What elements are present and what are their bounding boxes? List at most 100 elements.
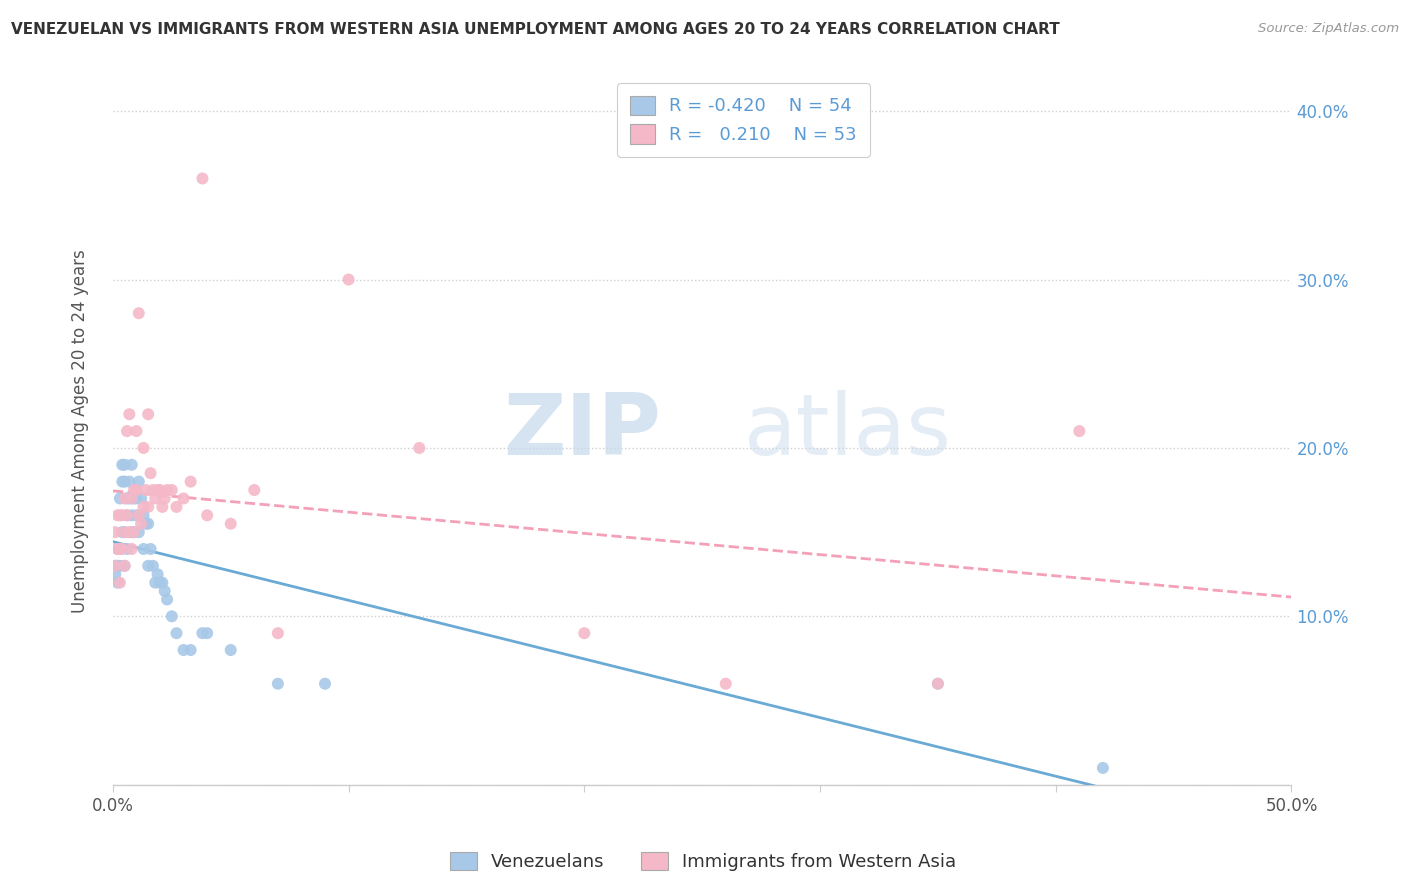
- Point: [219, 516, 242, 531]
- Point: [149, 575, 172, 590]
- Point: [143, 491, 166, 506]
- Point: [108, 541, 131, 556]
- Point: [108, 558, 131, 573]
- Point: [125, 491, 148, 506]
- Point: [111, 525, 134, 540]
- Point: [180, 643, 202, 657]
- Point: [129, 491, 152, 506]
- Point: [156, 592, 179, 607]
- Point: [149, 483, 172, 497]
- Point: [1091, 761, 1114, 775]
- Point: [160, 483, 183, 497]
- Point: [115, 424, 138, 438]
- Point: [156, 483, 179, 497]
- Point: [314, 676, 336, 690]
- Point: [121, 508, 143, 523]
- Point: [121, 525, 143, 540]
- Y-axis label: Unemployment Among Ages 20 to 24 years: Unemployment Among Ages 20 to 24 years: [72, 249, 89, 613]
- Point: [122, 491, 145, 506]
- Point: [111, 541, 134, 556]
- Point: [111, 508, 134, 523]
- Point: [135, 516, 157, 531]
- Point: [104, 558, 127, 573]
- Point: [118, 491, 141, 506]
- Point: [128, 475, 150, 489]
- Point: [114, 491, 136, 506]
- Point: [153, 584, 176, 599]
- Point: [139, 466, 162, 480]
- Point: [115, 541, 138, 556]
- Point: [142, 483, 165, 497]
- Text: ZIP: ZIP: [503, 390, 661, 473]
- Point: [191, 171, 214, 186]
- Point: [180, 475, 202, 489]
- Point: [132, 441, 155, 455]
- Point: [115, 491, 138, 506]
- Point: [121, 491, 143, 506]
- Point: [108, 508, 131, 523]
- Point: [408, 441, 430, 455]
- Point: [114, 475, 136, 489]
- Point: [166, 626, 188, 640]
- Point: [114, 558, 136, 573]
- Point: [191, 626, 214, 640]
- Legend: Venezuelans, Immigrants from Western Asia: Venezuelans, Immigrants from Western Asi…: [443, 845, 963, 879]
- Point: [150, 500, 173, 514]
- Point: [195, 508, 218, 523]
- Point: [114, 525, 136, 540]
- Point: [104, 525, 127, 540]
- Point: [125, 483, 148, 497]
- Point: [121, 458, 143, 472]
- Point: [243, 483, 266, 497]
- Point: [107, 541, 129, 556]
- Point: [146, 567, 169, 582]
- Point: [108, 541, 131, 556]
- Point: [118, 525, 141, 540]
- Point: [122, 525, 145, 540]
- Point: [714, 676, 737, 690]
- Point: [142, 558, 165, 573]
- Point: [121, 541, 143, 556]
- Text: atlas: atlas: [744, 390, 952, 473]
- Point: [107, 558, 129, 573]
- Point: [122, 525, 145, 540]
- Point: [173, 491, 195, 506]
- Point: [195, 626, 218, 640]
- Text: VENEZUELAN VS IMMIGRANTS FROM WESTERN ASIA UNEMPLOYMENT AMONG AGES 20 TO 24 YEAR: VENEZUELAN VS IMMIGRANTS FROM WESTERN AS…: [11, 22, 1060, 37]
- Point: [132, 541, 155, 556]
- Point: [111, 458, 134, 472]
- Point: [136, 516, 159, 531]
- Point: [115, 508, 138, 523]
- Point: [143, 575, 166, 590]
- Point: [114, 525, 136, 540]
- Point: [166, 500, 188, 514]
- Text: Source: ZipAtlas.com: Source: ZipAtlas.com: [1258, 22, 1399, 36]
- Point: [125, 508, 148, 523]
- Point: [128, 508, 150, 523]
- Point: [129, 516, 152, 531]
- Point: [139, 541, 162, 556]
- Point: [115, 508, 138, 523]
- Point: [132, 508, 155, 523]
- Point: [118, 407, 141, 421]
- Point: [160, 609, 183, 624]
- Point: [114, 558, 136, 573]
- Point: [104, 558, 127, 573]
- Point: [1069, 424, 1091, 438]
- Point: [107, 508, 129, 523]
- Point: [107, 541, 129, 556]
- Point: [136, 558, 159, 573]
- Point: [114, 458, 136, 472]
- Point: [574, 626, 596, 640]
- Point: [135, 483, 157, 497]
- Point: [146, 483, 169, 497]
- Point: [132, 500, 155, 514]
- Point: [337, 272, 360, 286]
- Point: [107, 575, 129, 590]
- Point: [136, 500, 159, 514]
- Point: [104, 567, 127, 582]
- Point: [173, 643, 195, 657]
- Point: [125, 424, 148, 438]
- Point: [267, 626, 290, 640]
- Point: [122, 483, 145, 497]
